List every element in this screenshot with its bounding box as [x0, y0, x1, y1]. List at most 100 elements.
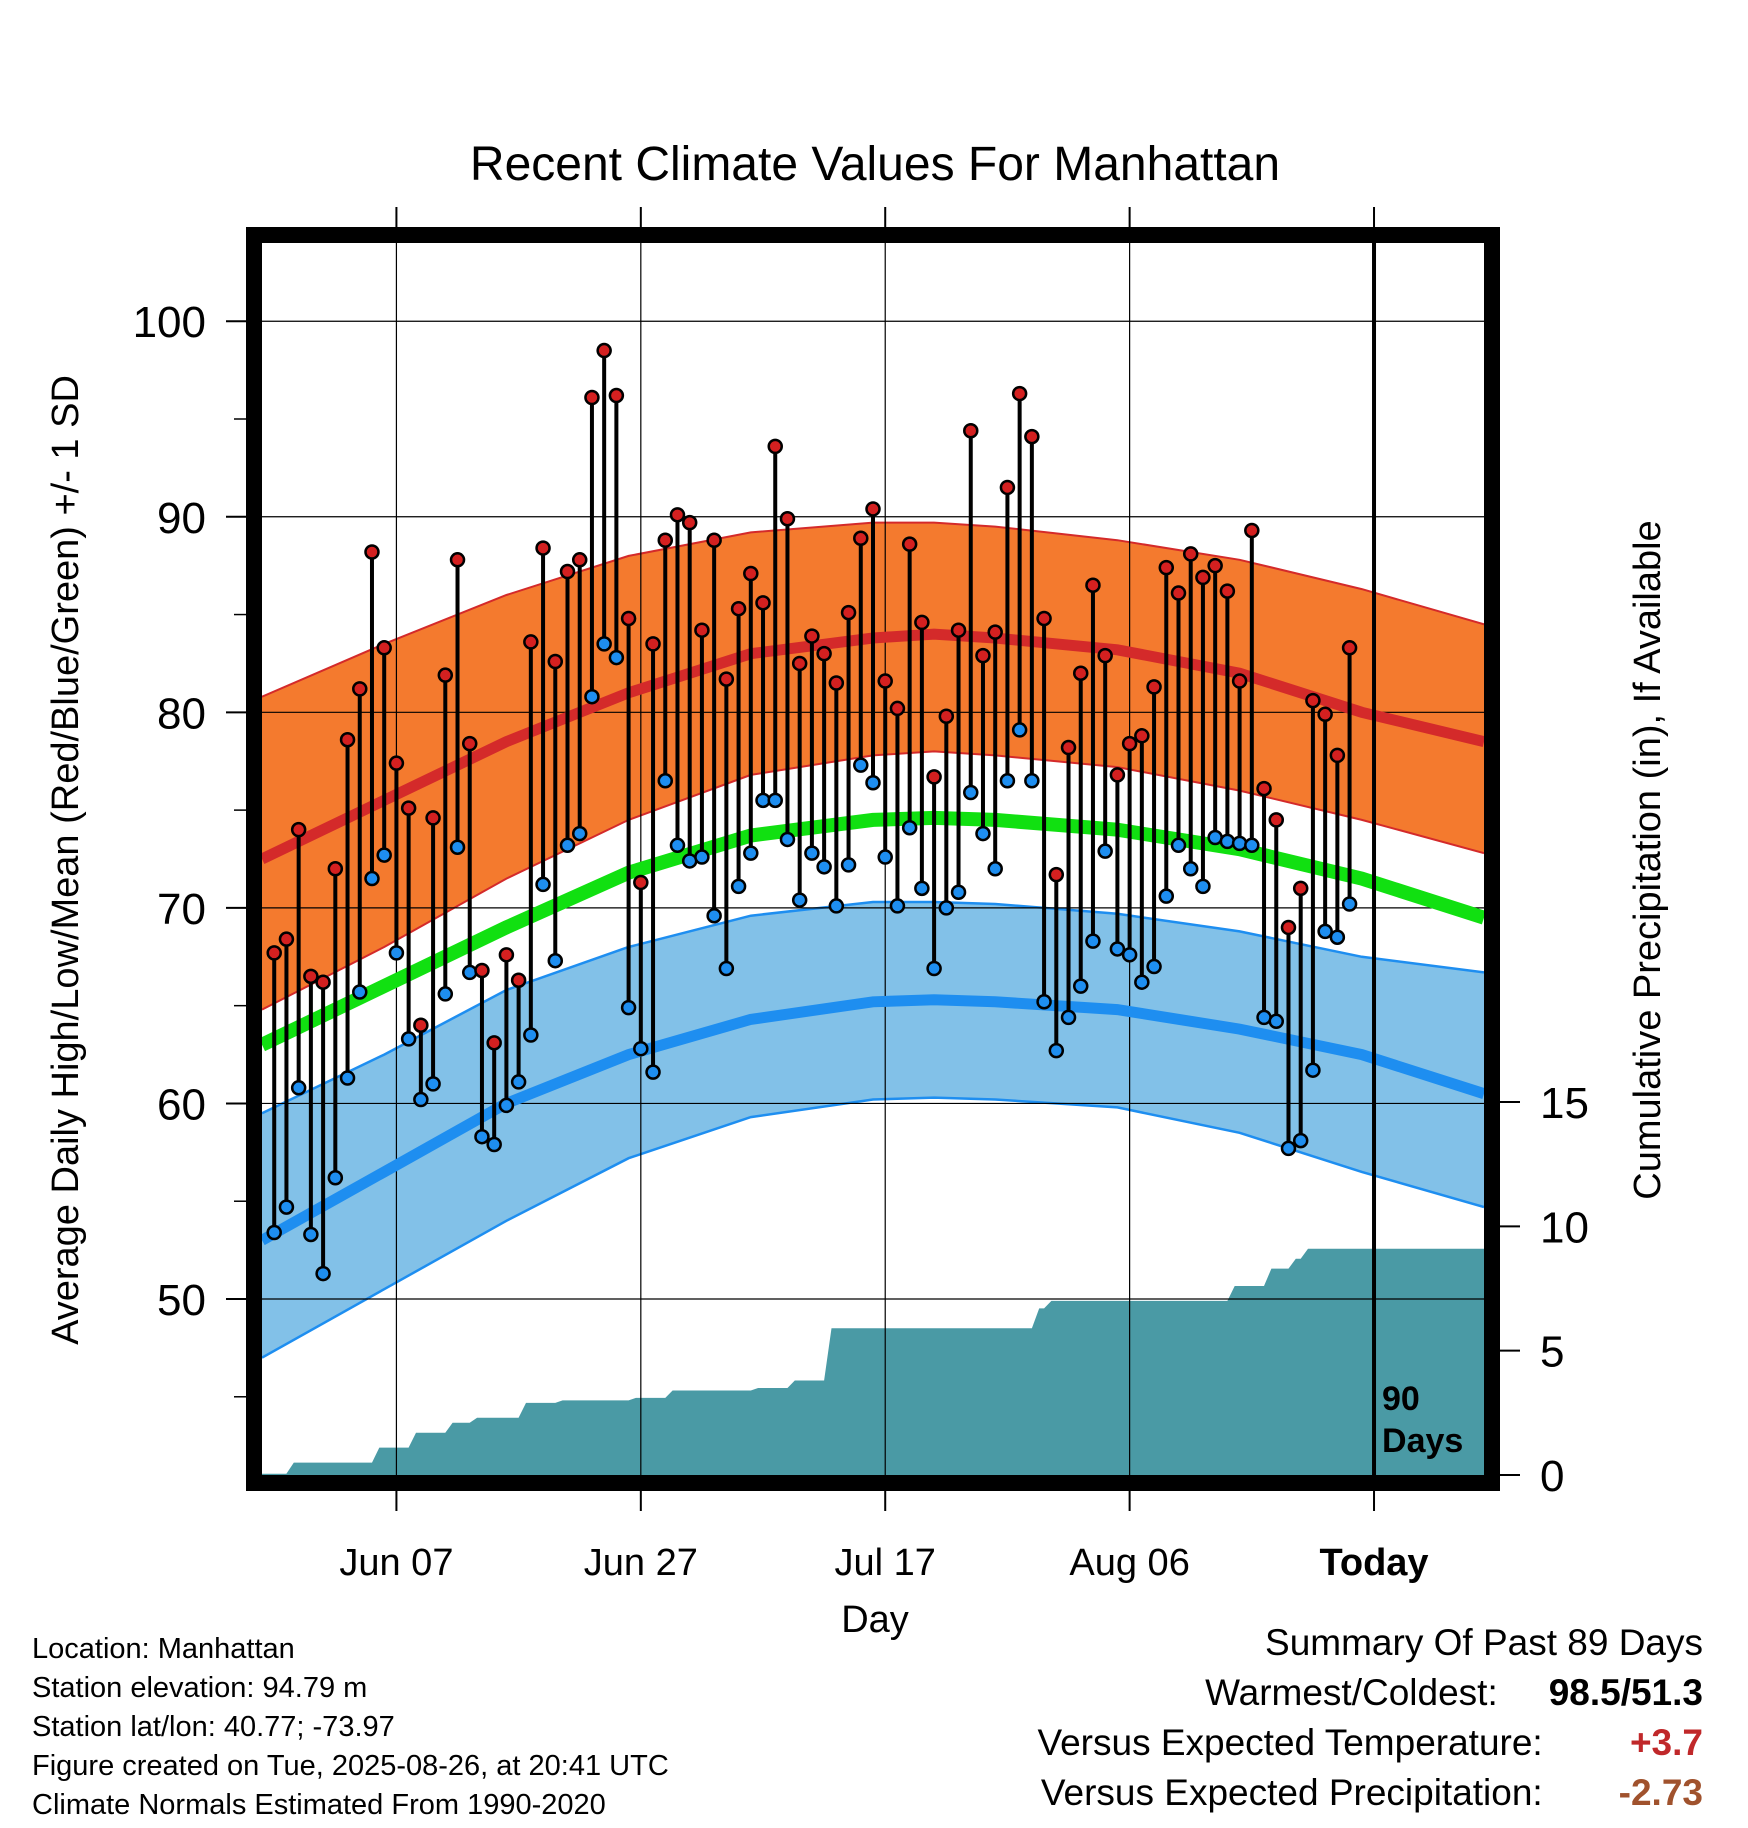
summary-temperature: Versus Expected Temperature: +3.7 — [1037, 1722, 1703, 1764]
daily-low-point — [523, 1027, 539, 1043]
x-tick-label: Today — [1319, 1542, 1428, 1584]
daily-high-point — [901, 536, 918, 552]
daily-low-point — [743, 845, 759, 861]
low-minus-sd-line — [262, 1096, 1484, 1359]
daily-low-point — [926, 960, 942, 977]
daily-high-point — [1158, 559, 1175, 576]
daily-low-point — [730, 878, 747, 895]
daily-low-point — [1268, 1013, 1285, 1030]
daily-low-point — [290, 1080, 307, 1096]
precipitation-area — [262, 1248, 1484, 1475]
daily-high-point — [987, 624, 1003, 640]
daily-high-point — [1036, 610, 1052, 627]
y-left-tick-label: 100 — [133, 298, 206, 347]
daily-high-point — [425, 810, 441, 826]
y-right-tick-label: 15 — [1540, 1079, 1589, 1128]
y-left-tick-label: 90 — [157, 494, 206, 543]
daily-high-point — [657, 532, 674, 548]
daily-high-point — [1317, 706, 1333, 723]
daily-low-point — [388, 945, 405, 961]
daily-low-point — [608, 649, 625, 666]
daily-low-point — [1292, 1132, 1309, 1149]
daily-high-point — [730, 600, 747, 617]
daily-high-point — [1182, 546, 1199, 562]
daily-high-point — [1268, 812, 1285, 828]
daily-low-point — [278, 1199, 295, 1215]
daily-high-point — [1244, 522, 1260, 539]
plot-frame — [246, 227, 1500, 1491]
daily-low-point — [1134, 974, 1150, 990]
daily-low-point — [853, 757, 869, 773]
daily-high-point — [498, 947, 515, 963]
daily-high-point — [571, 552, 588, 568]
daily-high-point — [315, 974, 331, 990]
daily-high-point — [339, 731, 356, 748]
daily-low-point — [1341, 896, 1358, 912]
daily-high-point — [1072, 665, 1089, 681]
daily-high-point — [743, 565, 759, 582]
daily-low-point — [1121, 947, 1138, 963]
y-axis-left-label: Average Daily High/Low/Mean (Red/Blue/Gr… — [45, 375, 87, 1345]
daily-high-point — [1060, 739, 1077, 756]
daily-high-point — [474, 962, 490, 979]
high-minus-sd-line — [262, 750, 1484, 1011]
daily-low-point — [400, 1031, 417, 1047]
x-tick-label: Jun 27 — [584, 1542, 698, 1584]
daily-low-point — [1305, 1062, 1321, 1078]
daily-high-point — [889, 700, 906, 717]
y-axis-right-label: Cumulative Precipitation (in), If Availa… — [1627, 520, 1669, 1199]
daily-high-point — [1109, 767, 1126, 783]
daily-high-point — [755, 595, 771, 611]
summary-title: Summary Of Past 89 Days — [1265, 1622, 1703, 1663]
daily-high-point — [290, 821, 307, 838]
daily-high-point — [400, 800, 417, 816]
daily-low-point — [1195, 878, 1211, 895]
summary-temp-label: Versus Expected Temperature: — [1037, 1722, 1543, 1763]
daily-low-point — [339, 1070, 356, 1086]
mean-normal-line — [262, 810, 1484, 1052]
y-left-tick-label: 60 — [157, 1080, 206, 1129]
daily-high-point — [437, 667, 454, 683]
daily-low-point — [571, 825, 588, 842]
daily-high-point — [1024, 428, 1040, 445]
daily-high-point — [327, 861, 344, 877]
daily-high-point — [681, 514, 698, 531]
high-normal-line — [262, 628, 1484, 864]
daily-low-point — [376, 847, 392, 863]
info-normals: Climate Normals Estimated From 1990-2020 — [32, 1789, 606, 1821]
daily-high-point — [779, 510, 796, 527]
daily-high-point — [791, 655, 808, 672]
daily-low-point — [425, 1076, 441, 1092]
daily-high-point — [1292, 880, 1309, 897]
daily-high-point — [938, 708, 955, 724]
daily-low-point — [1011, 722, 1028, 738]
daily-high-point — [1134, 728, 1150, 744]
daily-low-point — [1244, 837, 1260, 854]
summary-precip-label: Versus Expected Precipitation: — [1040, 1772, 1543, 1813]
daily-high-point — [828, 675, 845, 691]
daily-low-point — [840, 857, 857, 873]
y-right-tick-label: 5 — [1540, 1328, 1564, 1377]
daily-high-point — [1085, 577, 1101, 593]
daily-low-point — [1024, 773, 1040, 789]
daily-low-point — [474, 1128, 490, 1145]
daily-low-point — [437, 986, 454, 1002]
daily-high-point — [669, 507, 686, 523]
daily-high-point — [694, 622, 710, 638]
daily-high-point — [1231, 673, 1248, 689]
daily-low-point — [1097, 843, 1113, 859]
daily-low-point — [1146, 958, 1162, 975]
daily-low-point — [718, 960, 735, 977]
daily-high-point — [352, 681, 368, 697]
daily-low-point — [901, 819, 918, 836]
daily-low-point — [1219, 833, 1236, 850]
daily-high-point — [1121, 735, 1138, 752]
daily-high-point — [547, 653, 564, 670]
daily-high-point — [449, 552, 466, 568]
daily-high-point — [999, 479, 1016, 496]
daily-low-point — [975, 825, 991, 842]
daily-low-point — [914, 880, 930, 897]
daily-high-point — [767, 438, 783, 455]
daily-low-point — [999, 773, 1016, 789]
daily-low-point — [779, 831, 796, 848]
